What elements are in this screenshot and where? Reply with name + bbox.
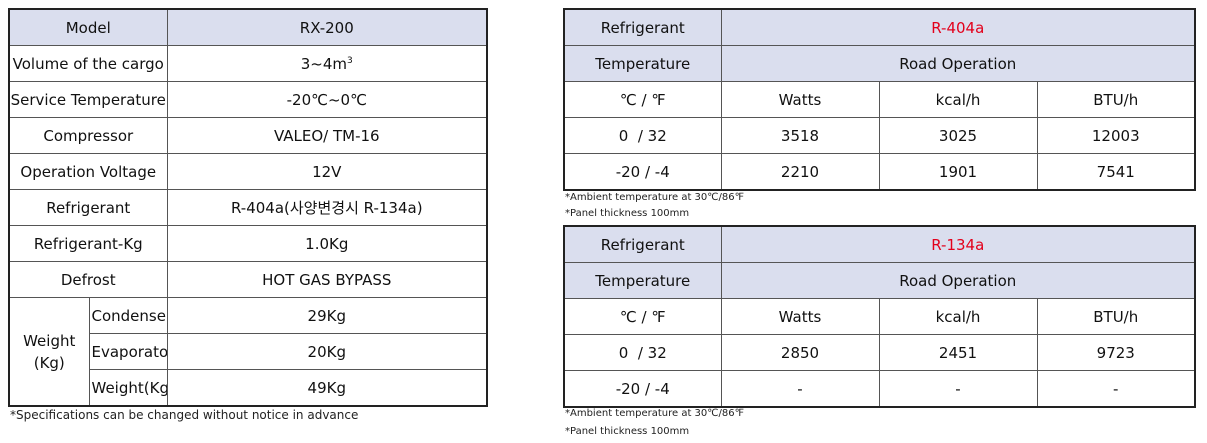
refrigerant-kg-label: Refrigerant-Kg (8, 225, 168, 262)
evaporator-value: 20Kg (166, 333, 488, 370)
table-row: Weight(Kg) 49Kg (9, 369, 488, 407)
volume-value: 3~4m3 (166, 45, 488, 82)
table-row: Temperature Road Operation (563, 262, 1196, 299)
compressor-value: VALEO/ TM-16 (166, 117, 488, 154)
table-row: Service Temperature -20℃~0℃ (8, 81, 488, 118)
column-header: ℃ / ℉ (563, 298, 722, 335)
table-row: Operation Voltage 12V (8, 153, 488, 190)
table-row: Refrigerant-Kg 1.0Kg (8, 225, 488, 262)
table-row: ℃ / ℉ Watts kcal/h BTU/h (563, 298, 1196, 335)
table-row: Compressor VALEO/ TM-16 (8, 117, 488, 154)
table-cell: 3518 (720, 117, 880, 154)
table-row: Evaporator 20Kg (9, 333, 488, 370)
condenser-value: 29Kg (166, 297, 488, 334)
table-row: -20 / -4 2210 1901 7541 (563, 153, 1196, 191)
operation-label: Road Operation (720, 45, 1196, 82)
refrigerant-kg-value: 1.0Kg (166, 225, 488, 262)
column-header: Watts (720, 298, 880, 335)
voltage-label: Operation Voltage (8, 153, 168, 190)
defrost-label: Defrost (8, 261, 168, 298)
ambient-note: *Ambient temperature at 30℃/86℉ (565, 192, 745, 203)
table-cell: - (1036, 370, 1196, 408)
table-cell: 12003 (1036, 117, 1196, 154)
table-cell: 9723 (1036, 334, 1196, 371)
service-temp-label: Service Temperature (8, 81, 168, 118)
table-row: Refrigerant R-134a (563, 225, 1196, 263)
temperature-label: Temperature (563, 45, 722, 82)
table-row: Weight (Kg) Condenser 29Kg (8, 297, 488, 407)
table-cell: -20 / -4 (563, 153, 722, 191)
table-cell: 2451 (878, 334, 1038, 371)
volume-unit-sup: 3 (347, 55, 353, 66)
table-row: 0 / 32 2850 2451 9723 (563, 334, 1196, 371)
column-header: BTU/h (1036, 298, 1196, 335)
column-header: BTU/h (1036, 81, 1196, 118)
refrigerant-value: R-134a (720, 225, 1196, 263)
refrigerant-value: R-404a(사양변경시 R-134a) (166, 189, 488, 226)
capacity-table-r404a: Refrigerant R-404a Temperature Road Oper… (563, 8, 1196, 191)
table-row: 0 / 32 3518 3025 12003 (563, 117, 1196, 154)
table-row: Refrigerant R-404a(사양변경시 R-134a) (8, 189, 488, 226)
evaporator-label: Evaporator (88, 333, 168, 370)
panel-note: *Panel thickness 100mm (565, 426, 690, 437)
column-header: Watts (720, 81, 880, 118)
table-cell: 3025 (878, 117, 1038, 154)
column-header: ℃ / ℉ (563, 81, 722, 118)
ambient-note: *Ambient temperature at 30℃/86℉ (565, 408, 745, 419)
refrigerant-label: Refrigerant (563, 225, 722, 263)
weight-label-line1: Weight (23, 331, 76, 350)
model-label: Model (8, 8, 168, 46)
refrigerant-label: Refrigerant (563, 8, 722, 46)
defrost-value: HOT GAS BYPASS (166, 261, 488, 298)
volume-label: Volume of the cargo (8, 45, 168, 82)
table-cell: 1901 (878, 153, 1038, 191)
spec-footnote: *Specifications can be changed without n… (10, 408, 359, 422)
table-cell: 0 / 32 (563, 334, 722, 371)
table-row: Refrigerant R-404a (563, 8, 1196, 46)
model-value: RX-200 (166, 8, 488, 46)
voltage-value: 12V (166, 153, 488, 190)
table-cell: 2850 (720, 334, 880, 371)
table-row: Volume of the cargo 3~4m3 (8, 45, 488, 82)
table-cell: 7541 (1036, 153, 1196, 191)
table-row: -20 / -4 - - - (563, 370, 1196, 408)
table-row: ℃ / ℉ Watts kcal/h BTU/h (563, 81, 1196, 118)
table-cell: - (720, 370, 880, 408)
temperature-label: Temperature (563, 262, 722, 299)
capacity-table-r134a: Refrigerant R-134a Temperature Road Oper… (563, 225, 1196, 408)
table-cell: 0 / 32 (563, 117, 722, 154)
weight-label-line2: (Kg) (33, 353, 65, 372)
weight-group-label: Weight (Kg) (8, 297, 90, 407)
table-row: Temperature Road Operation (563, 45, 1196, 82)
operation-label: Road Operation (720, 262, 1196, 299)
table-cell: -20 / -4 (563, 370, 722, 408)
refrigerant-label: Refrigerant (8, 189, 168, 226)
table-cell: - (878, 370, 1038, 408)
table-row: Defrost HOT GAS BYPASS (8, 261, 488, 298)
compressor-label: Compressor (8, 117, 168, 154)
table-cell: 2210 (720, 153, 880, 191)
condenser-label: Condenser (88, 297, 168, 334)
weight-total-value: 49Kg (166, 369, 488, 407)
refrigerant-value: R-404a (720, 8, 1196, 46)
panel-note: *Panel thickness 100mm (565, 208, 690, 219)
service-temp-value: -20℃~0℃ (166, 81, 488, 118)
column-header: kcal/h (878, 298, 1038, 335)
column-header: kcal/h (878, 81, 1038, 118)
spec-table: Model RX-200 Volume of the cargo 3~4m3 S… (8, 8, 489, 407)
weight-total-label: Weight(Kg) (88, 369, 168, 407)
volume-number: 3~4m (300, 54, 348, 73)
table-row: Model RX-200 (8, 8, 488, 46)
